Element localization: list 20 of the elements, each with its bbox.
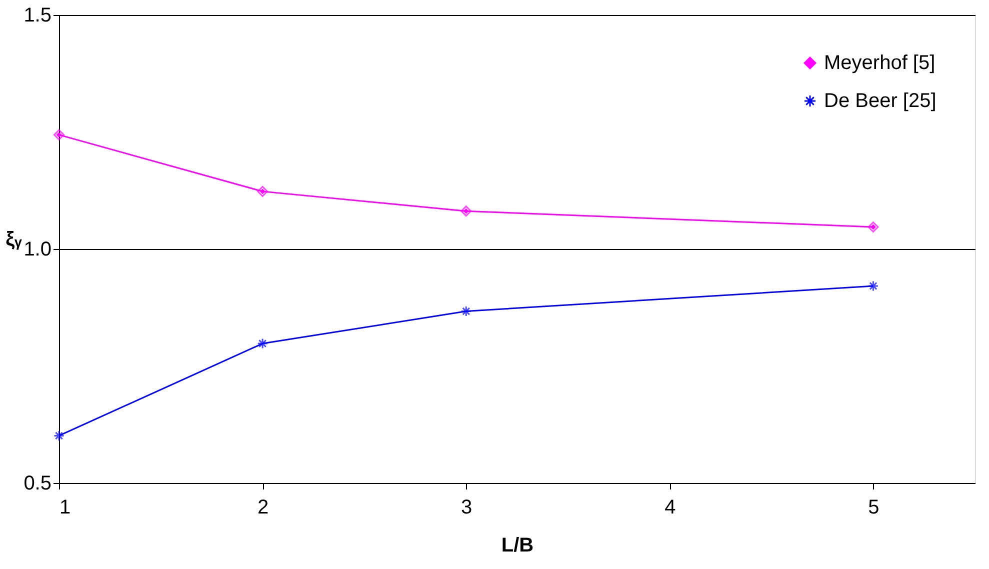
point [460,306,472,317]
point [257,186,268,197]
point [257,338,268,350]
legend-label: De Beer [25] [824,90,936,112]
y-tick-label: 0.5 [24,472,52,494]
point [54,430,64,442]
y-tick-label: 1.0 [24,238,52,260]
x-tick-label: 5 [868,496,880,518]
x-tick-label: 2 [257,496,269,518]
y-tick-label: 1.5 [24,4,52,26]
point [460,206,472,217]
x-tick-label: 1 [60,496,71,518]
point [868,222,879,232]
x-tick-label: 4 [664,496,676,518]
point [54,129,64,140]
legend-label: Meyerhof [5] [824,52,936,74]
point [868,280,879,292]
y-axis-title: ξᵧ [6,228,23,250]
x-tick-label: 3 [461,496,472,518]
x-axis-title: L/B [501,534,534,556]
